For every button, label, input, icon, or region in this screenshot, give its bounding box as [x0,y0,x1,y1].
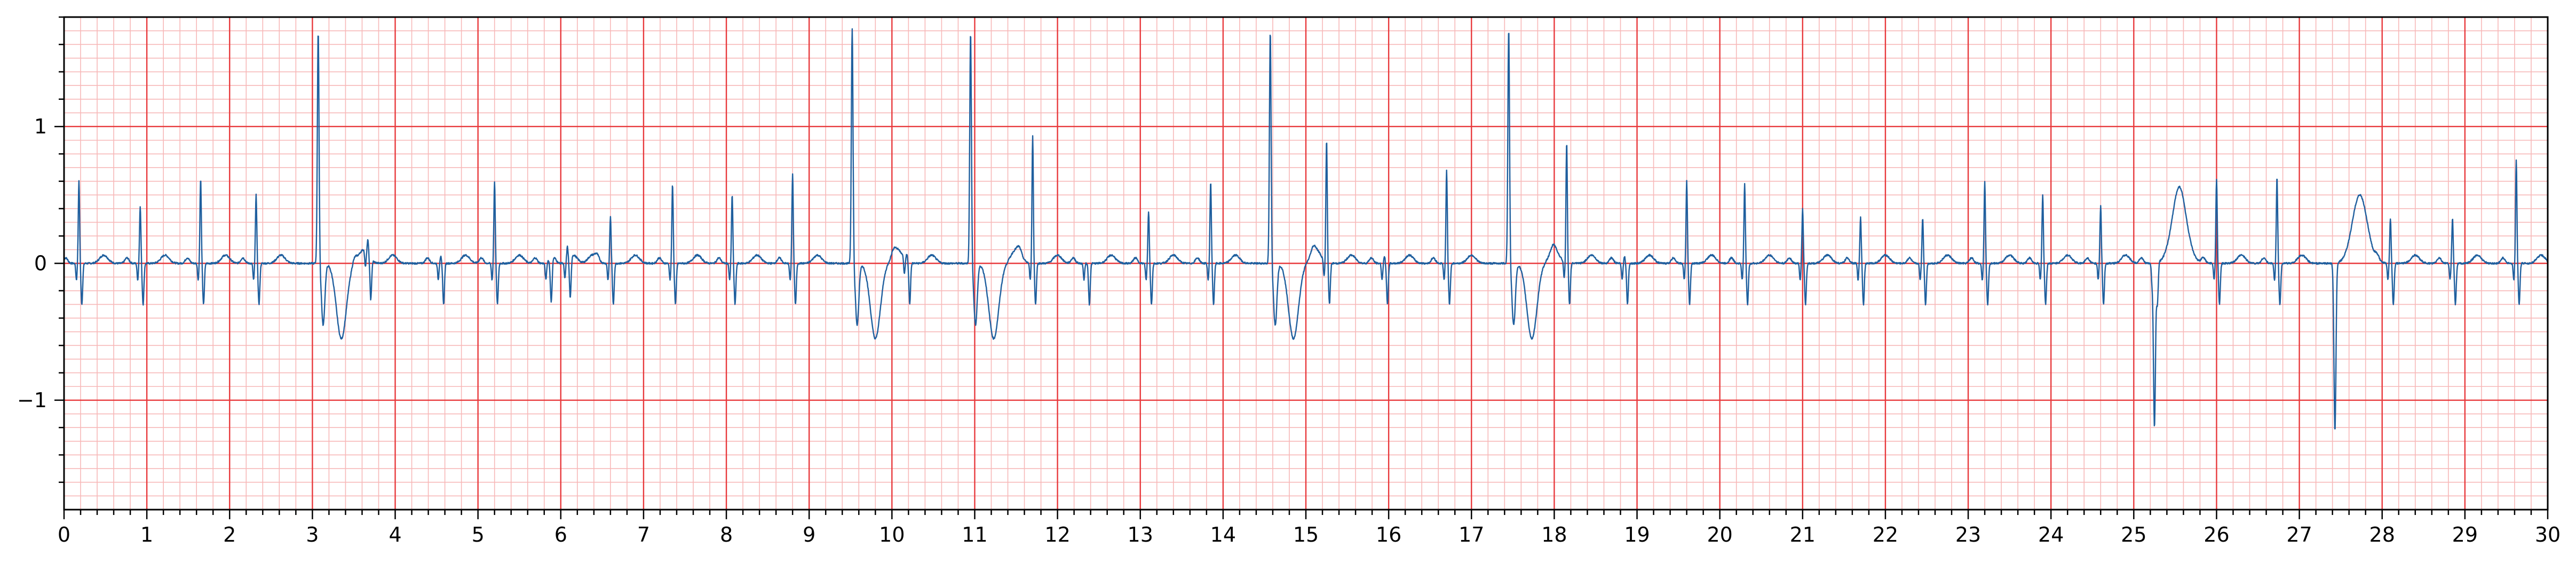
x-tick-label: 1 [140,523,153,546]
x-tick-label: 28 [2369,523,2395,546]
x-tick-label: 10 [879,523,905,546]
x-tick-label: 3 [306,523,319,546]
x-tick-label: 0 [58,523,70,546]
ecg-trace-layer [63,28,2548,430]
y-tick-label: 0 [34,252,47,275]
x-tick-label: 16 [1376,523,1401,546]
y-tick-label: −1 [17,388,47,412]
y-axis: −1 0 1 [17,16,64,483]
x-tick-label: 5 [472,523,485,546]
x-tick-label: 9 [803,523,815,546]
x-tick-label: 29 [2452,523,2478,546]
x-axis: 0 1 2 3 4 5 6 7 8 9 10 11 12 13 14 15 16 17 18 19 20 21 22 23 24… [58,510,2561,546]
x-tick-label: 14 [1210,523,1236,546]
x-tick-label: 6 [554,523,567,546]
x-tick-label: 27 [2286,523,2312,546]
x-tick-label: 2 [223,523,236,546]
x-tick-label: 11 [962,523,987,546]
x-tick-label: 13 [1128,523,1153,546]
x-tick-label: 18 [1541,523,1567,546]
x-tick-label: 8 [720,523,733,546]
x-tick-label: 26 [2204,523,2229,546]
x-tick-label: 20 [1707,523,1732,546]
x-tick-label: 7 [637,523,650,546]
ecg-trace-line [63,28,2548,430]
x-tick-label: 4 [389,523,401,546]
x-tick-label: 24 [2038,523,2064,546]
x-tick-label: 15 [1293,523,1319,546]
x-tick-label: 23 [1955,523,1981,546]
y-tick-label: 1 [34,115,47,138]
x-tick-label: 22 [1873,523,1898,546]
x-tick-label: 21 [1790,523,1816,546]
x-tick-label: 30 [2535,523,2561,546]
x-tick-label: 25 [2121,523,2146,546]
x-tick-label: 19 [1624,523,1650,546]
x-tick-label: 17 [1459,523,1484,546]
x-tick-label: 12 [1044,523,1070,546]
